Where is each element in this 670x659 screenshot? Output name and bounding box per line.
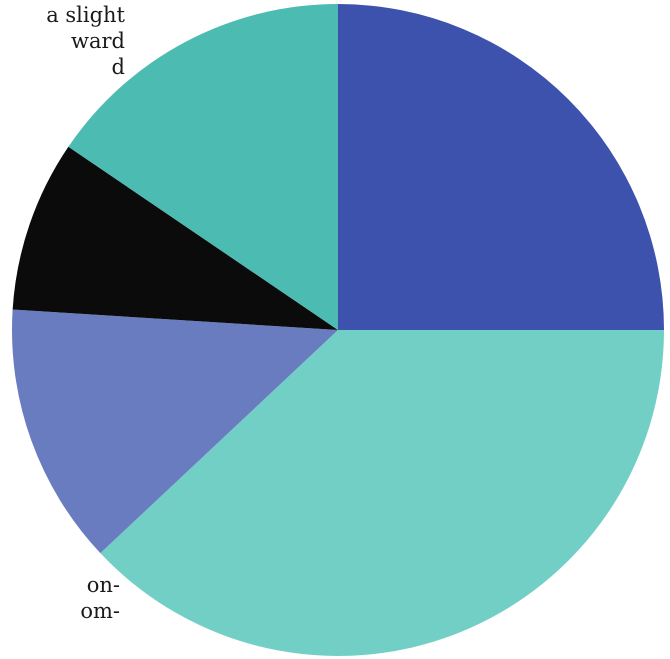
background-text-line: d bbox=[111, 55, 125, 79]
pie-slice-3 bbox=[11, 309, 339, 554]
background-text-top: a slight ward d bbox=[0, 2, 125, 80]
pie-slice-2 bbox=[100, 330, 665, 656]
pie-slice-4 bbox=[12, 146, 338, 330]
background-text-line: on- bbox=[86, 573, 120, 597]
pie-slice-5 bbox=[68, 4, 339, 330]
background-text-line: ward bbox=[71, 29, 125, 53]
background-text-bottom: on- om- bbox=[20, 572, 120, 624]
pie-slices bbox=[11, 4, 665, 656]
background-text-line: a slight bbox=[46, 3, 125, 27]
pie-slice-1 bbox=[338, 4, 664, 330]
background-text-line: om- bbox=[80, 599, 120, 623]
